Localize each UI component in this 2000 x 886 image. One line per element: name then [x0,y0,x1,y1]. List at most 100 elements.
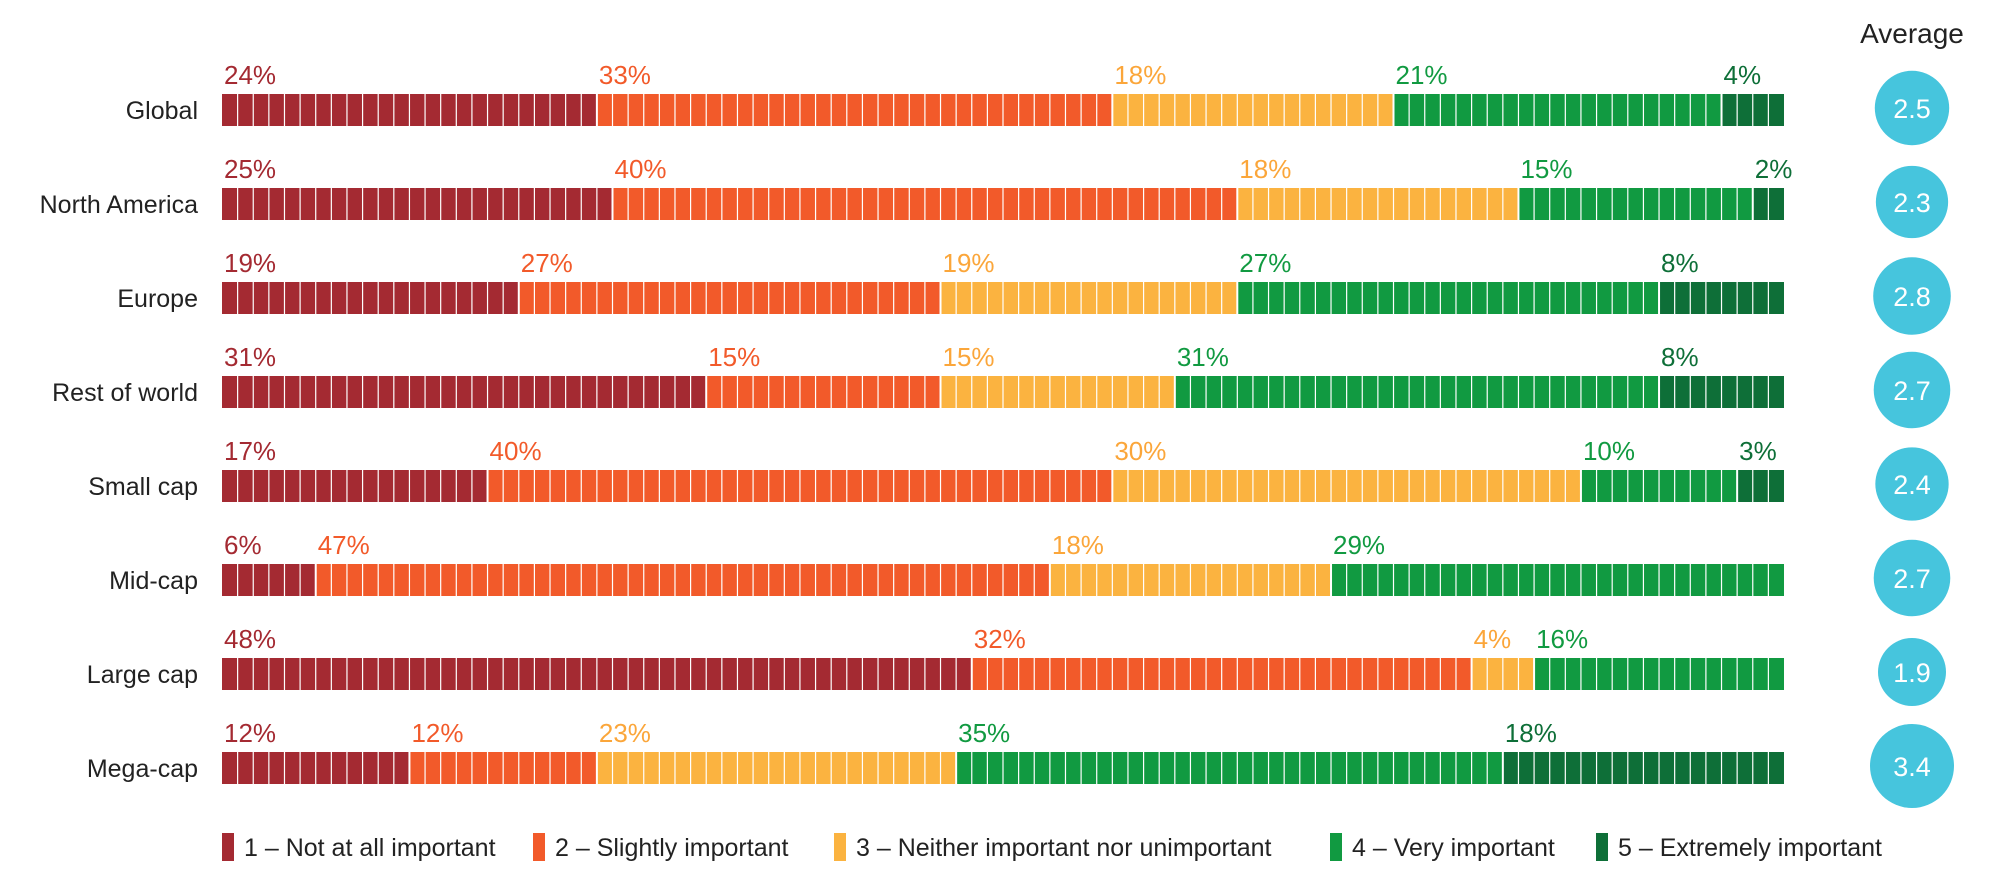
value-label: 33% [599,60,651,90]
chart-row: Large cap 48% 32% 4% 16% 1.9 [87,624,1946,706]
value-label: 27% [1239,248,1291,278]
value-label: 31% [224,342,276,372]
legend-label: 5 – Extremely important [1618,834,1882,862]
legend-swatch [533,833,545,861]
bar-segment [940,376,1175,408]
bar-segment [706,376,941,408]
value-label: 35% [958,718,1010,748]
value-label: 2% [1755,154,1793,184]
legend-label: 1 – Not at all important [244,834,496,862]
average-value: 2.5 [1893,94,1931,124]
legend-swatch [1330,833,1342,861]
value-label: 17% [224,436,276,466]
average-circle [1878,638,1946,706]
legend: 1 – Not at all important 2 – Slightly imp… [222,833,1882,862]
value-label: 19% [224,248,276,278]
average-value: 2.8 [1893,282,1931,312]
value-label: 31% [1177,342,1229,372]
legend-label: 4 – Very important [1352,834,1555,862]
bar-segment [222,470,488,502]
bar-segment [222,282,519,314]
chart-rows: Global 24% 33% 18% 21% 4% 2.5 North America 25% 4… [40,60,1954,808]
legend-label: 3 – Neither important nor unimportant [856,834,1272,862]
value-label: 24% [224,60,276,90]
average-value: 2.3 [1893,188,1931,218]
bar-segment [1737,470,1784,502]
value-label: 21% [1396,60,1448,90]
legend-item: 1 – Not at all important [222,833,496,862]
legend-swatch [222,833,234,861]
category-label: Mid-cap [109,567,198,595]
value-label: 15% [943,342,995,372]
chart-row: North America 25% 40% 18% 15% 2% 2.3 [40,154,1949,239]
value-label: 16% [1536,624,1588,654]
average-value: 2.7 [1893,564,1931,594]
category-label: Small cap [88,473,198,501]
value-label: 12% [224,718,276,748]
category-label: Global [126,97,198,125]
value-label: 19% [943,248,995,278]
average-circle [1875,165,1949,239]
value-label: 3% [1739,436,1777,466]
chart-row: Mid-cap 6% 47% 18% 29% 2.7 [109,530,1951,617]
legend-item: 4 – Very important [1330,833,1555,862]
value-label: 15% [1520,154,1572,184]
average-circle [1873,351,1951,429]
value-label: 18% [1505,718,1557,748]
chart-row: Small cap 17% 40% 30% 10% 3% 2.4 [88,436,1949,521]
value-label: 30% [1114,436,1166,466]
value-label: 12% [411,718,463,748]
value-label: 4% [1724,60,1762,90]
average-circle [1874,70,1950,146]
value-label: 8% [1661,342,1699,372]
category-label: North America [40,191,198,219]
bar-segment [222,188,613,220]
value-label: 47% [318,530,370,560]
average-value: 2.7 [1893,376,1931,406]
value-label: 18% [1114,60,1166,90]
legend-item: 5 – Extremely important [1596,833,1882,862]
legend-label: 2 – Slightly important [555,834,789,862]
value-label: 15% [708,342,760,372]
bar-segment [940,282,1238,314]
bar-segment [1393,94,1722,126]
chart-row: Global 24% 33% 18% 21% 4% 2.5 [126,60,1950,146]
bar-segment [596,752,957,784]
category-label: Mega-cap [87,755,198,783]
category-label: Large cap [87,661,198,689]
bar-segment [1174,376,1660,408]
chart-row: Mega-cap 12% 12% 23% 35% 18% 3.4 [87,718,1954,808]
value-label: 6% [224,530,262,560]
category-label: Europe [117,285,198,313]
value-label: 8% [1661,248,1699,278]
value-label: 4% [1474,624,1512,654]
value-label: 18% [1239,154,1291,184]
bar-segment [222,376,707,408]
chart-row: Europe 19% 27% 19% 27% 8% 2.8 [117,248,1951,335]
value-label: 29% [1333,530,1385,560]
bar-segment [1237,282,1660,314]
value-label: 25% [224,154,276,184]
legend-item: 3 – Neither important nor unimportant [834,833,1272,862]
chart-row: Rest of world 31% 15% 15% 31% 8% 2.7 [52,342,1951,429]
average-value: 2.4 [1893,470,1931,500]
value-label: 18% [1052,530,1104,560]
bar-segment [1518,188,1753,220]
average-circle [1873,539,1951,617]
value-label: 10% [1583,436,1635,466]
average-header: Average [1860,18,1964,49]
bar-segment [315,564,1050,596]
value-label: 32% [974,624,1026,654]
legend-item: 2 – Slightly important [533,833,789,862]
bar-segment [518,282,941,314]
average-circle [1870,724,1954,808]
value-label: 40% [615,154,667,184]
category-label: Rest of world [52,379,198,407]
average-circle [1875,447,1949,521]
value-label: 48% [224,624,276,654]
average-value: 1.9 [1893,658,1931,688]
bar-segment [596,94,1113,126]
value-label: 40% [490,436,542,466]
average-circle [1873,257,1951,335]
